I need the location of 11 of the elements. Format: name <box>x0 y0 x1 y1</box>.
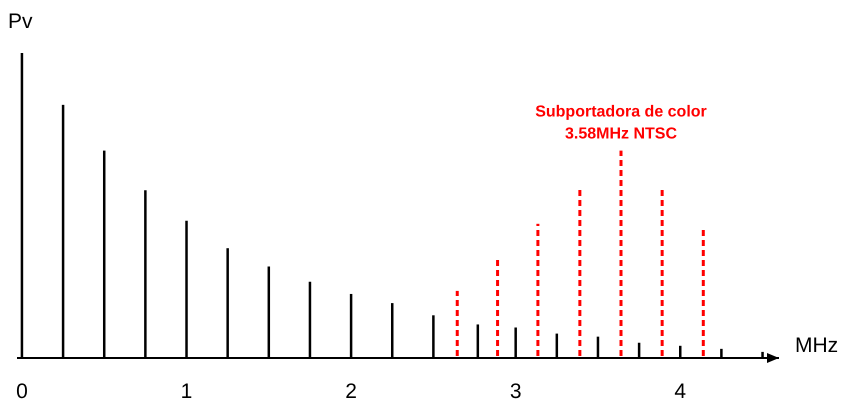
x-tick-label: 0 <box>16 380 28 403</box>
bar <box>620 150 623 358</box>
y-axis-title: Pv <box>8 10 34 33</box>
x-tick-label: 3 <box>510 380 522 403</box>
x-tick-label: 1 <box>180 380 192 403</box>
x-axis-title: MHz <box>795 334 838 357</box>
x-tick-label: 2 <box>345 380 357 403</box>
x-tick-label: 4 <box>674 380 686 403</box>
series-label: Subportadora de color 3.58MHz NTSC <box>535 104 707 143</box>
bar <box>536 224 540 358</box>
bar <box>456 290 459 358</box>
